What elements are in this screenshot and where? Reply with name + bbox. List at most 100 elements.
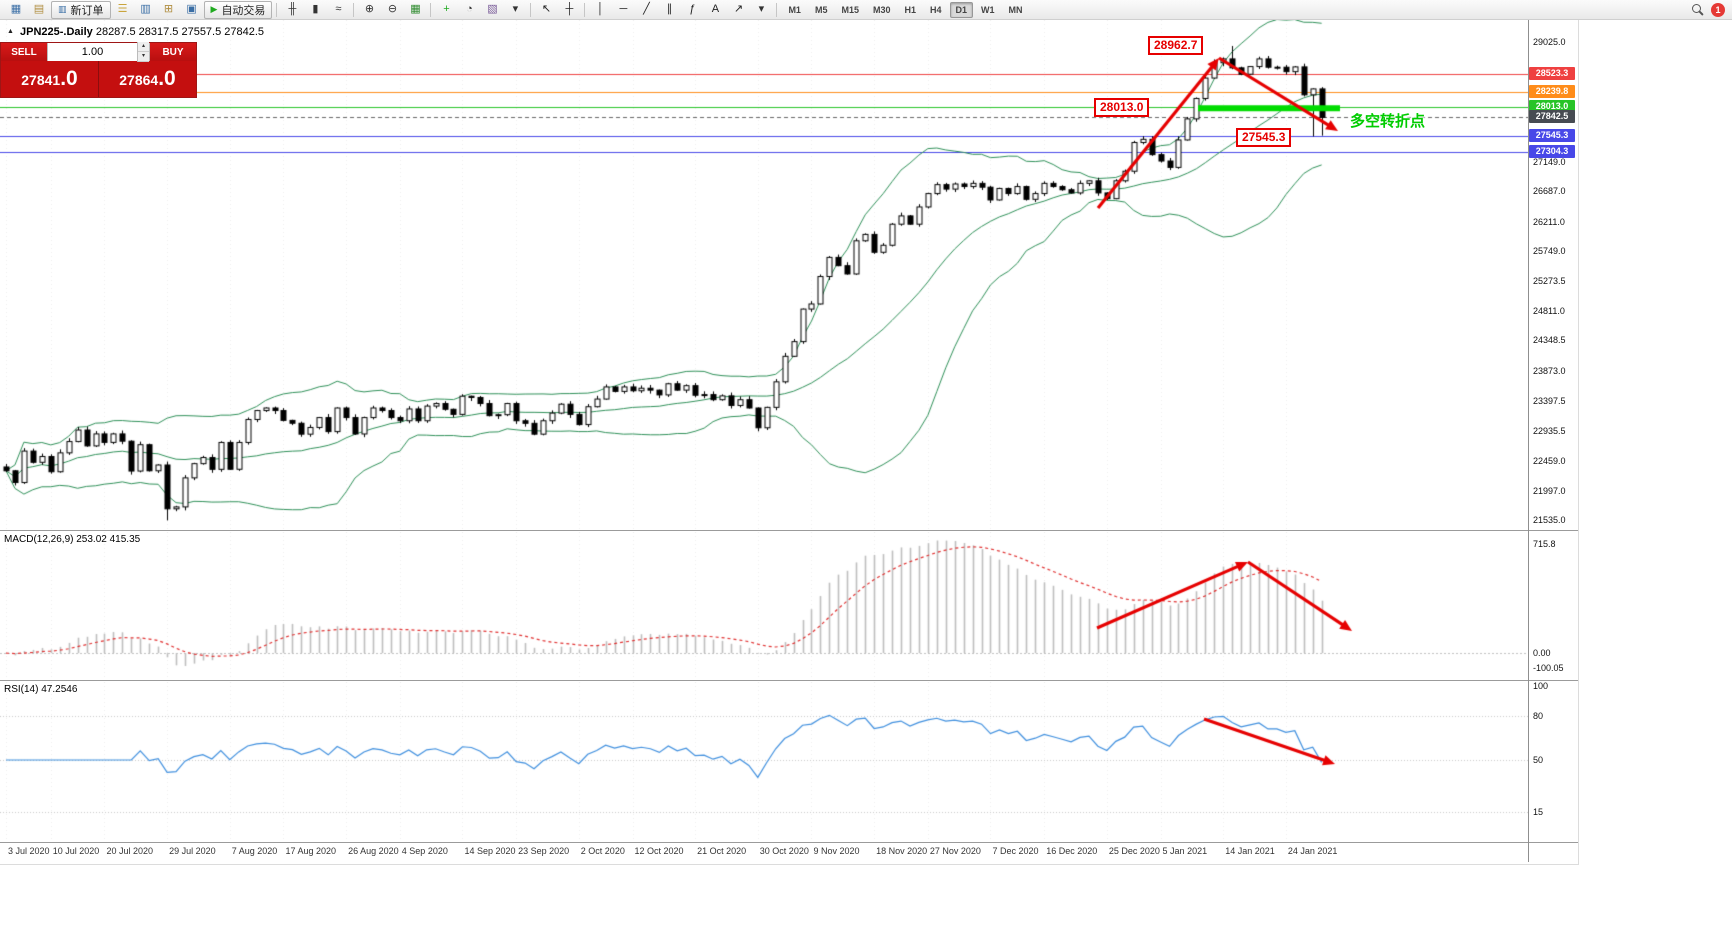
price-axis-label: 24811.0 (1533, 305, 1565, 316)
timeframe-button-d1[interactable]: D1 (949, 1, 974, 18)
volume-down-button[interactable]: ▾ (138, 52, 149, 62)
date-axis-label: 2 Oct 2020 (580, 846, 625, 856)
new-order-button[interactable]: ▥ 新订单 (51, 0, 111, 19)
bar-chart-icon[interactable]: ╫ (288, 3, 297, 15)
date-axis-label: 7 Dec 2020 (992, 846, 1039, 856)
sell-price[interactable]: 27841.0 (1, 61, 98, 97)
trendline-icon[interactable]: ╱ (643, 3, 650, 15)
sell-price-dec: .0 (60, 67, 78, 90)
text-icon[interactable]: A (711, 3, 720, 15)
timeframe-button-m30[interactable]: M30 (872, 4, 891, 15)
timeframe-button-h1[interactable]: H1 (904, 4, 917, 15)
date-axis-separator (0, 842, 1578, 843)
rsi-axis-label: 15 (1533, 806, 1544, 817)
template-icon[interactable]: ▧ (487, 3, 498, 15)
price-badge-28523.3: 28523.3 (1529, 67, 1575, 81)
toolbar-separator (276, 2, 278, 17)
toolbar-separator (584, 2, 586, 17)
date-axis-label: 10 Jul 2020 (52, 846, 100, 856)
new-order-button-label: 新订单 (70, 4, 104, 17)
date-axis-label: 9 Nov 2020 (813, 846, 860, 856)
toolbar-separator (353, 2, 355, 17)
buy-button[interactable]: BUY (150, 43, 196, 61)
search-icon[interactable] (1691, 3, 1705, 17)
support-price-label[interactable]: 28013.0 (1094, 98, 1150, 117)
data-window-icon[interactable]: ▥ (140, 3, 151, 15)
indicators-icon[interactable]: + (443, 3, 450, 15)
template-dropdown-icon[interactable]: ▾ (512, 3, 519, 15)
rsi-pane-canvas[interactable] (0, 682, 1528, 842)
periods-icon[interactable]: ◔ (466, 3, 473, 15)
peak-price-label[interactable]: 28962.7 (1148, 36, 1204, 55)
date-axis-label: 12 Oct 2020 (634, 846, 684, 856)
timeframe-toolbar: M1 M5 M15 M30 H1 H4 D1 W1 MN (781, 1, 1029, 18)
chart-window: ▲ JPN225-.Daily 28287.5 28317.5 27557.5 … (0, 20, 1579, 865)
timeframe-button-m15[interactable]: M15 (841, 4, 859, 15)
timeframe-button-h4[interactable]: H4 (930, 4, 942, 15)
horizontal-line-icon[interactable]: ─ (619, 3, 628, 15)
timeframe-button-m1[interactable]: M1 (788, 4, 801, 15)
cursor-icon[interactable]: ↖ (541, 3, 552, 15)
sell-button[interactable]: SELL (1, 43, 47, 61)
date-axis-label: 16 Dec 2020 (1046, 846, 1098, 856)
zoom-in-icon[interactable]: ⊕ (364, 3, 375, 15)
timeframe-button-mn[interactable]: MN (1008, 4, 1023, 15)
date-axis-label: 25 Dec 2020 (1108, 846, 1160, 856)
arrow-tool-icon[interactable]: ↗ (733, 3, 744, 15)
profiles-icon[interactable]: ▤ (33, 3, 45, 15)
fibonacci-icon[interactable]: ƒ (689, 3, 696, 15)
price-axis-label: 22935.5 (1533, 425, 1566, 436)
timeframe-button-w1[interactable]: W1 (981, 4, 995, 15)
zoom-out-icon[interactable]: ⊖ (387, 3, 398, 15)
date-axis-label: 27 Nov 2020 (929, 846, 981, 856)
date-axis-label: 20 Jul 2020 (106, 846, 153, 856)
chart-ohlc-values: 28287.5 28317.5 27557.5 27842.5 (95, 26, 265, 38)
autotrade-button-label: 自动交易 (221, 4, 266, 17)
rsi-axis-label: 50 (1533, 755, 1544, 765)
new-order-button-glyph: ▥ (58, 4, 67, 14)
channel-icon[interactable]: ∥ (666, 3, 673, 15)
date-axis-label: 5 Jan 2021 (1162, 846, 1208, 856)
volume-input[interactable] (48, 45, 137, 59)
buy-price-int: 27864 (119, 72, 159, 88)
line-chart-icon[interactable]: ≈ (335, 3, 342, 15)
date-axis-label: 3 Jul 2020 (8, 846, 50, 856)
macd-indicator-label: MACD(12,26,9) 253.02 415.35 (4, 534, 141, 545)
one-click-collapse-icon[interactable]: ▲ (7, 28, 14, 35)
main-chart-canvas[interactable] (0, 20, 1528, 530)
chart-title: ▲ JPN225-.Daily 28287.5 28317.5 27557.5 … (7, 26, 264, 38)
date-axis-label: 14 Jan 2021 (1225, 846, 1275, 856)
date-axis-label: 7 Aug 2020 (231, 846, 278, 856)
autotrade-button[interactable]: ▶ 自动交易 (203, 0, 273, 19)
pane-splitter-rsi[interactable] (0, 680, 1578, 681)
market-watch-icon[interactable]: ☰ (117, 3, 128, 15)
macd-pane-canvas[interactable] (0, 532, 1528, 680)
buy-price-dec: .0 (158, 67, 176, 90)
price-axis-label: 25749.0 (1533, 246, 1566, 257)
vertical-line-icon[interactable]: │ (597, 3, 604, 15)
notification-badge[interactable]: 1 (1711, 2, 1725, 17)
date-axis-label: 29 Jul 2020 (169, 846, 216, 856)
date-axis-label: 14 Sep 2020 (464, 846, 516, 856)
pane-splitter-macd[interactable] (0, 530, 1578, 531)
new-chart-icon[interactable]: ▦ (10, 3, 22, 15)
timeframe-button-m5[interactable]: M5 (814, 4, 828, 15)
toolbar-separator (776, 2, 778, 17)
price-badge-27304.3: 27304.3 (1529, 144, 1575, 158)
buy-price[interactable]: 27864.0 (99, 61, 196, 97)
tile-windows-icon[interactable]: ▦ (410, 3, 421, 15)
price-axis-label: 23873.0 (1533, 365, 1566, 376)
date-axis-label: 24 Jan 2021 (1287, 846, 1338, 856)
crosshair-icon[interactable]: ┼ (565, 3, 574, 15)
price-axis-label: 21535.0 (1533, 515, 1566, 525)
macd-axis-label: 715.8 (1533, 539, 1556, 550)
navigator-icon[interactable]: ⊞ (163, 3, 174, 15)
shapes-dropdown-icon[interactable]: ▾ (758, 3, 765, 15)
date-axis-label: 21 Oct 2020 (697, 846, 747, 856)
terminal-icon[interactable]: ▣ (186, 3, 197, 15)
candlestick-icon[interactable]: ▮ (312, 3, 319, 15)
pullback-price-label[interactable]: 27545.3 (1236, 128, 1292, 147)
volume-up-button[interactable]: ▴ (138, 42, 149, 52)
turning-point-label[interactable]: 多空转折点 (1350, 113, 1426, 130)
